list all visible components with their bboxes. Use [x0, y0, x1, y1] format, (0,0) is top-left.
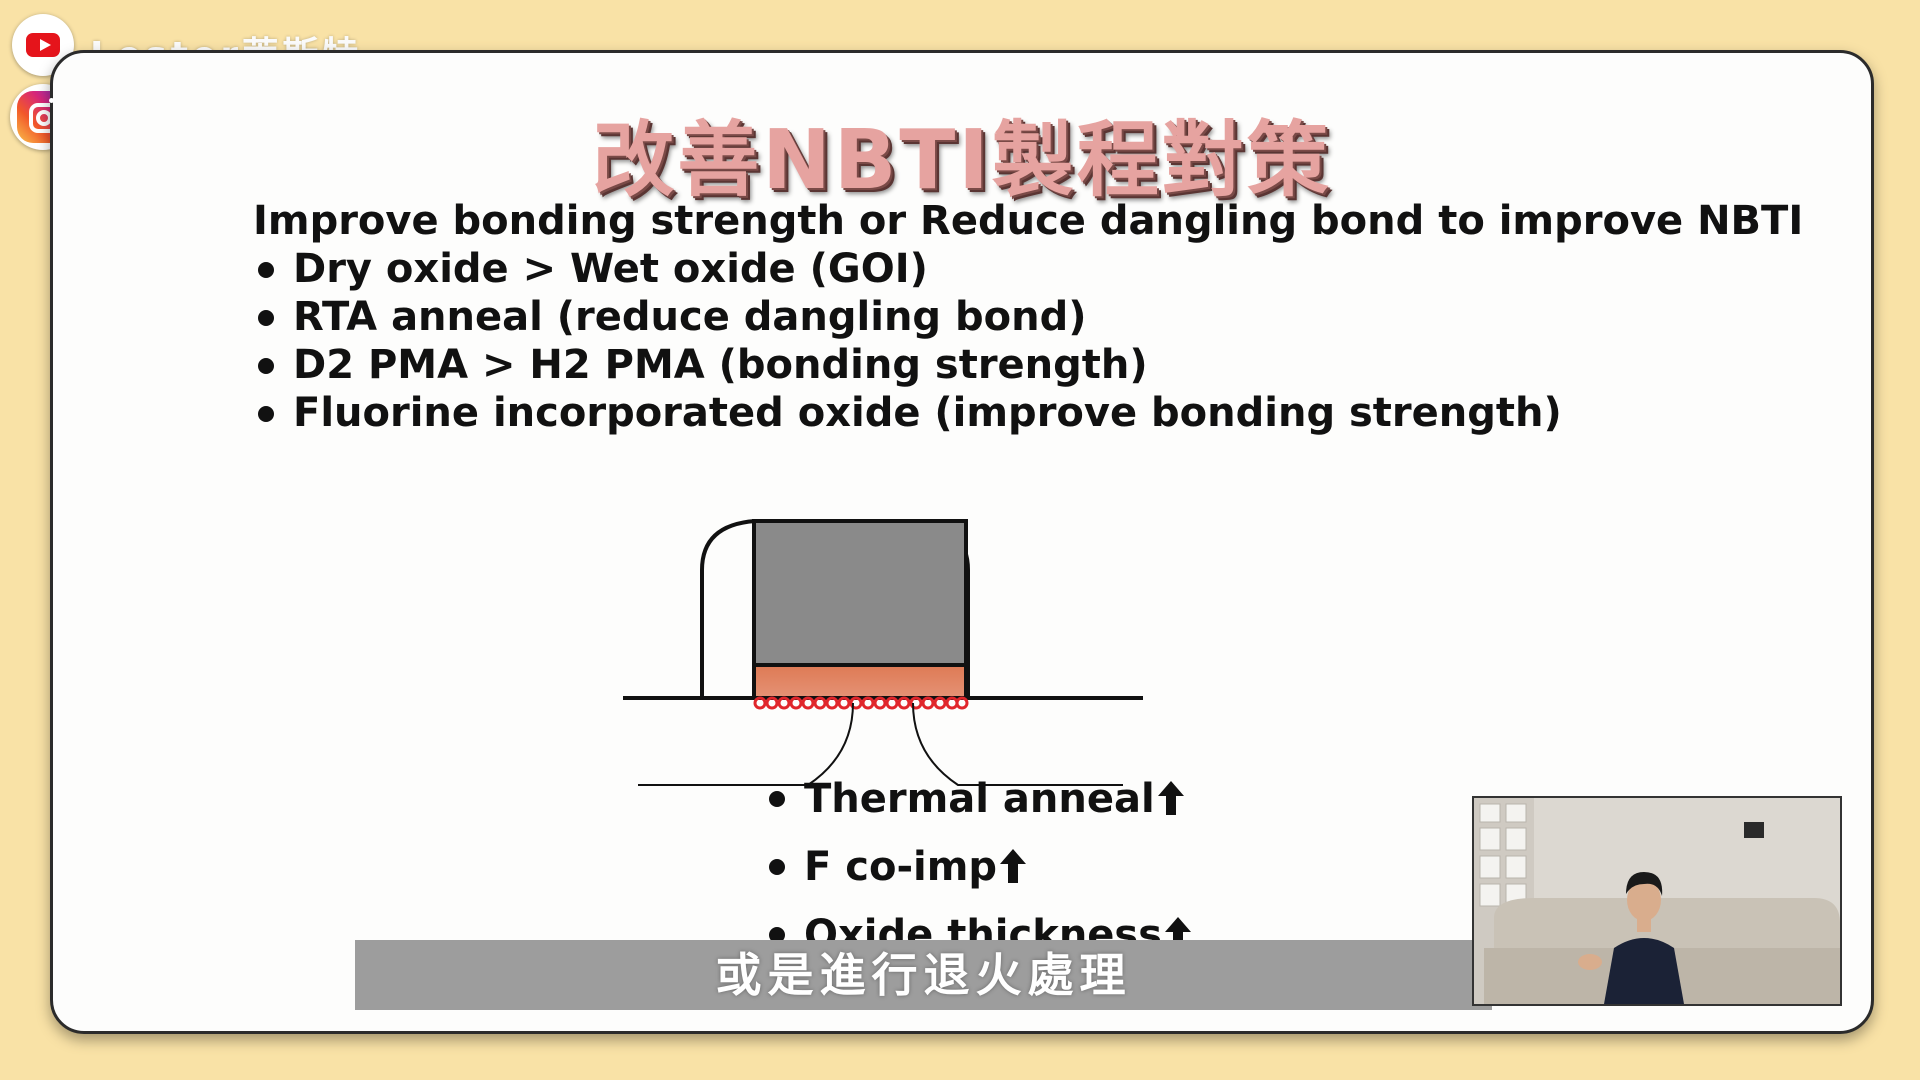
presenter-webcam — [1472, 796, 1842, 1006]
list-item: Dry oxide > Wet oxide (GOI) — [253, 245, 1803, 293]
list-item: D2 PMA > H2 PMA (bonding strength) — [253, 341, 1803, 389]
subtitle-caption: 或是進行退火處理 — [355, 940, 1492, 1010]
list-item: F co-imp — [764, 833, 1192, 901]
transistor-diagram — [623, 519, 1143, 786]
gate-oxide — [752, 663, 968, 700]
slide-title: 改善NBTI製程對策 — [592, 113, 1332, 208]
up-arrow-icon — [1157, 781, 1184, 815]
list-item: Fluorine incorporated oxide (improve bon… — [253, 389, 1803, 437]
instagram-icon[interactable] — [10, 84, 76, 150]
gate-electrode — [752, 519, 968, 667]
up-arrow-icon — [1000, 849, 1027, 883]
source-junction — [638, 702, 854, 786]
effects-list: Thermal anneal F co-imp Oxide thickness — [764, 765, 1192, 969]
youtube-icon[interactable] — [12, 14, 74, 76]
dangling-bonds — [753, 696, 969, 710]
bullet-list: Dry oxide > Wet oxide (GOI) RTA anneal (… — [253, 245, 1803, 437]
slide-heading: Improve bonding strength or Reduce dangl… — [253, 198, 1804, 244]
presenter-video — [1474, 798, 1840, 1004]
list-item: RTA anneal (reduce dangling bond) — [253, 293, 1803, 341]
drain-junction — [912, 702, 1123, 786]
slide-text: Improve bonding strength or Reduce dangl… — [253, 197, 1803, 437]
list-item: Thermal anneal — [764, 765, 1192, 833]
up-arrow-icon — [1165, 917, 1192, 951]
